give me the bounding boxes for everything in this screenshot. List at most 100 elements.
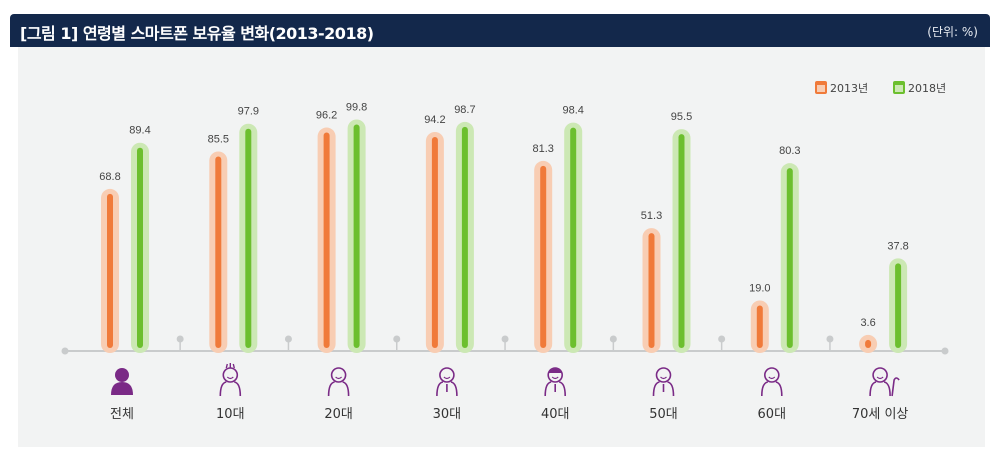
- chart-panel: [18, 47, 985, 447]
- legend-item-2013: 2013년: [815, 81, 868, 95]
- bar-2013: 3.6: [859, 317, 878, 353]
- bar: [648, 233, 655, 348]
- category-label: 10대: [216, 407, 245, 422]
- data-label: 80.3: [779, 145, 800, 157]
- smile: [768, 376, 776, 380]
- head: [547, 367, 564, 383]
- data-label: 99.8: [346, 101, 367, 113]
- smile: [876, 376, 884, 380]
- category-label: 50대: [649, 407, 678, 422]
- data-label: 37.8: [887, 240, 908, 252]
- head: [330, 367, 347, 383]
- body: [761, 381, 783, 397]
- category-label: 30대: [433, 407, 462, 422]
- separator-dot: [501, 335, 509, 343]
- separator-dot: [393, 335, 401, 343]
- bar-2013: 68.8: [99, 171, 121, 353]
- category-label: 70세 이상: [852, 407, 909, 422]
- bar: [245, 128, 252, 348]
- bar: [895, 263, 902, 348]
- body: [652, 381, 675, 397]
- bar: [570, 127, 577, 348]
- data-label: 68.8: [99, 171, 120, 183]
- data-label: 98.7: [454, 104, 475, 116]
- head: [763, 367, 780, 383]
- smile: [443, 376, 451, 380]
- bar-2018: 98.4: [562, 105, 584, 353]
- data-label: 97.9: [238, 106, 259, 118]
- person-filled-icon: [111, 368, 133, 395]
- bar: [865, 339, 872, 348]
- head: [872, 367, 888, 383]
- category-label: 40대: [541, 407, 570, 422]
- data-label: 51.3: [641, 210, 662, 222]
- legend-item-2018: 2018년: [893, 81, 946, 95]
- unit-label: (단위: %): [927, 25, 978, 39]
- body: [219, 381, 242, 397]
- head: [115, 368, 129, 382]
- separator-dot: [718, 335, 726, 343]
- data-label: 85.5: [208, 133, 229, 145]
- separator-dot: [284, 335, 292, 343]
- thirties-icon: [436, 367, 458, 397]
- forties-icon: [544, 367, 566, 397]
- calendar-icon-inner: [895, 85, 903, 92]
- smile: [551, 376, 559, 380]
- bar-2018: 99.8: [346, 101, 367, 353]
- teen-icon: [219, 363, 242, 397]
- bar: [756, 305, 763, 348]
- bar-2013: 19.0: [749, 282, 771, 353]
- baseline-end-dot: [941, 347, 949, 355]
- bar-2013: 85.5: [208, 133, 229, 353]
- chart-title: [그림 1] 연령별 스마트폰 보유율 변화(2013-2018): [20, 24, 374, 43]
- bar-2018: 97.9: [238, 106, 259, 353]
- legend-label: 2018년: [908, 82, 946, 95]
- body: [436, 381, 458, 397]
- hair: [225, 363, 235, 369]
- body: [869, 381, 891, 397]
- bar: [431, 136, 438, 348]
- smile: [226, 376, 234, 380]
- bar: [323, 132, 330, 348]
- bar: [540, 165, 547, 348]
- bar-2018: 89.4: [129, 125, 151, 353]
- senior-cane-icon: [869, 367, 900, 397]
- bar: [678, 134, 685, 348]
- hair: [548, 368, 563, 373]
- legend-label: 2013년: [830, 82, 868, 95]
- bar: [461, 126, 468, 348]
- bar-2018: 95.5: [671, 111, 692, 353]
- sixties-icon: [761, 367, 783, 397]
- smile: [660, 376, 667, 380]
- bar-2018: 37.8: [887, 240, 909, 353]
- bar-2013: 81.3: [532, 143, 554, 353]
- data-label: 96.2: [316, 110, 337, 122]
- data-label: 3.6: [860, 317, 875, 329]
- separator-dot: [609, 335, 617, 343]
- category-label: 20대: [324, 407, 353, 422]
- bar-2013: 51.3: [641, 210, 662, 353]
- data-label: 81.3: [532, 143, 553, 155]
- bar-2013: 94.2: [424, 114, 446, 353]
- bar-2018: 98.7: [454, 104, 476, 353]
- head: [222, 367, 239, 383]
- separator-dot: [176, 335, 184, 343]
- data-label: 94.2: [424, 114, 445, 126]
- bar: [215, 156, 222, 348]
- body: [544, 381, 566, 397]
- body: [327, 381, 350, 397]
- data-label: 98.4: [562, 105, 583, 117]
- bar: [353, 124, 360, 348]
- chart-header: [그림 1] 연령별 스마트폰 보유율 변화(2013-2018) (단위: %…: [10, 14, 990, 47]
- category-label: 전체: [110, 407, 134, 422]
- data-label: 89.4: [129, 125, 150, 137]
- bar-2013: 96.2: [316, 110, 337, 354]
- smile: [335, 376, 343, 380]
- twenties-icon: [327, 367, 350, 397]
- calendar-icon-inner: [817, 85, 825, 92]
- bar: [137, 147, 143, 348]
- separator-dot: [826, 335, 834, 343]
- category-label: 60대: [758, 407, 787, 422]
- bar: [786, 168, 793, 348]
